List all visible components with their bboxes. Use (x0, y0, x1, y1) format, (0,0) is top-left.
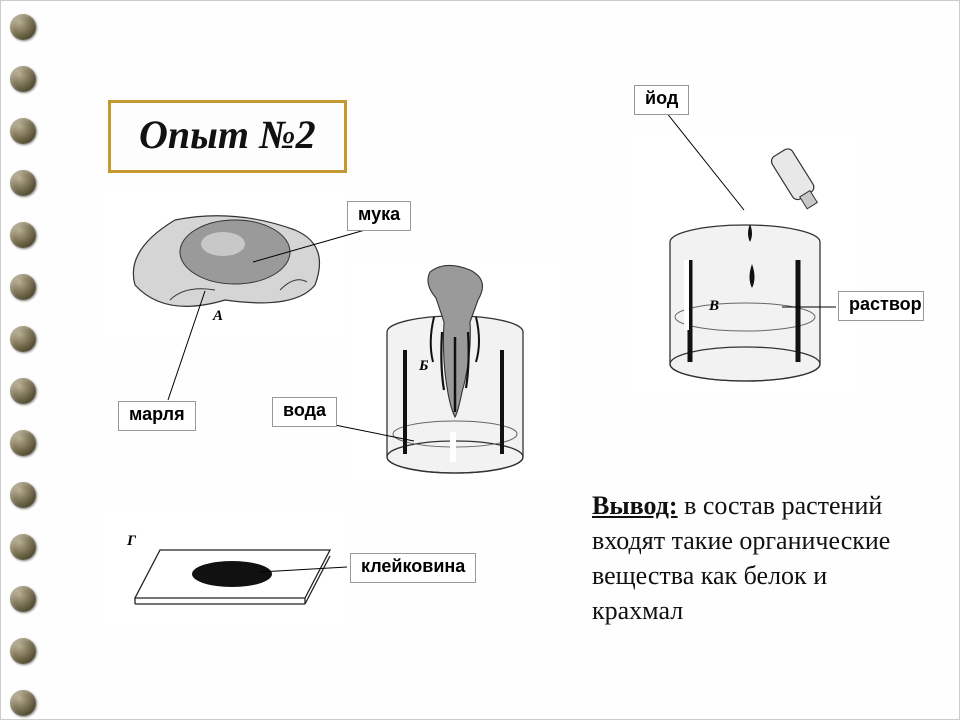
label-gluten: клейковина (350, 553, 476, 583)
fig-letter-a: А (213, 308, 223, 325)
side-bullet (10, 14, 36, 40)
title-box: Опыт №2 (108, 100, 347, 173)
side-bullet (10, 586, 36, 612)
side-bullet (10, 378, 36, 404)
label-solution: раствор (838, 291, 924, 321)
label-flour-text: мука (358, 204, 400, 224)
side-bullet (10, 638, 36, 664)
side-bullet (10, 326, 36, 352)
fig-letter-v: В (709, 298, 719, 315)
figure-a (105, 190, 345, 340)
title-text: Опыт №2 (139, 112, 316, 157)
side-bullet (10, 482, 36, 508)
figure-v (630, 132, 860, 392)
label-gauze: марля (118, 401, 196, 431)
label-iodine-text: йод (645, 88, 678, 108)
label-gauze-text: марля (129, 404, 185, 424)
label-iodine: йод (634, 85, 689, 115)
side-bullet (10, 430, 36, 456)
fig-letter-g: Г (127, 533, 136, 550)
side-bullet (10, 222, 36, 248)
label-gluten-text: клейковина (361, 556, 465, 576)
side-bullet (10, 66, 36, 92)
side-bullet (10, 118, 36, 144)
label-water-text: вода (283, 400, 326, 420)
label-solution-text: раствор (849, 294, 922, 314)
figure-b (350, 262, 560, 482)
label-water: вода (272, 397, 337, 427)
side-bullet (10, 274, 36, 300)
fig-letter-b: Б (419, 358, 429, 375)
slide-root: Опыт №2 (0, 0, 960, 720)
side-bullet (10, 690, 36, 716)
side-bullet (10, 170, 36, 196)
side-bullet (10, 534, 36, 560)
conclusion-block: Вывод: в состав растений входят такие ор… (592, 488, 922, 628)
label-flour: мука (347, 201, 411, 231)
figure-g (105, 510, 345, 625)
conclusion-label: Вывод: (592, 491, 678, 520)
